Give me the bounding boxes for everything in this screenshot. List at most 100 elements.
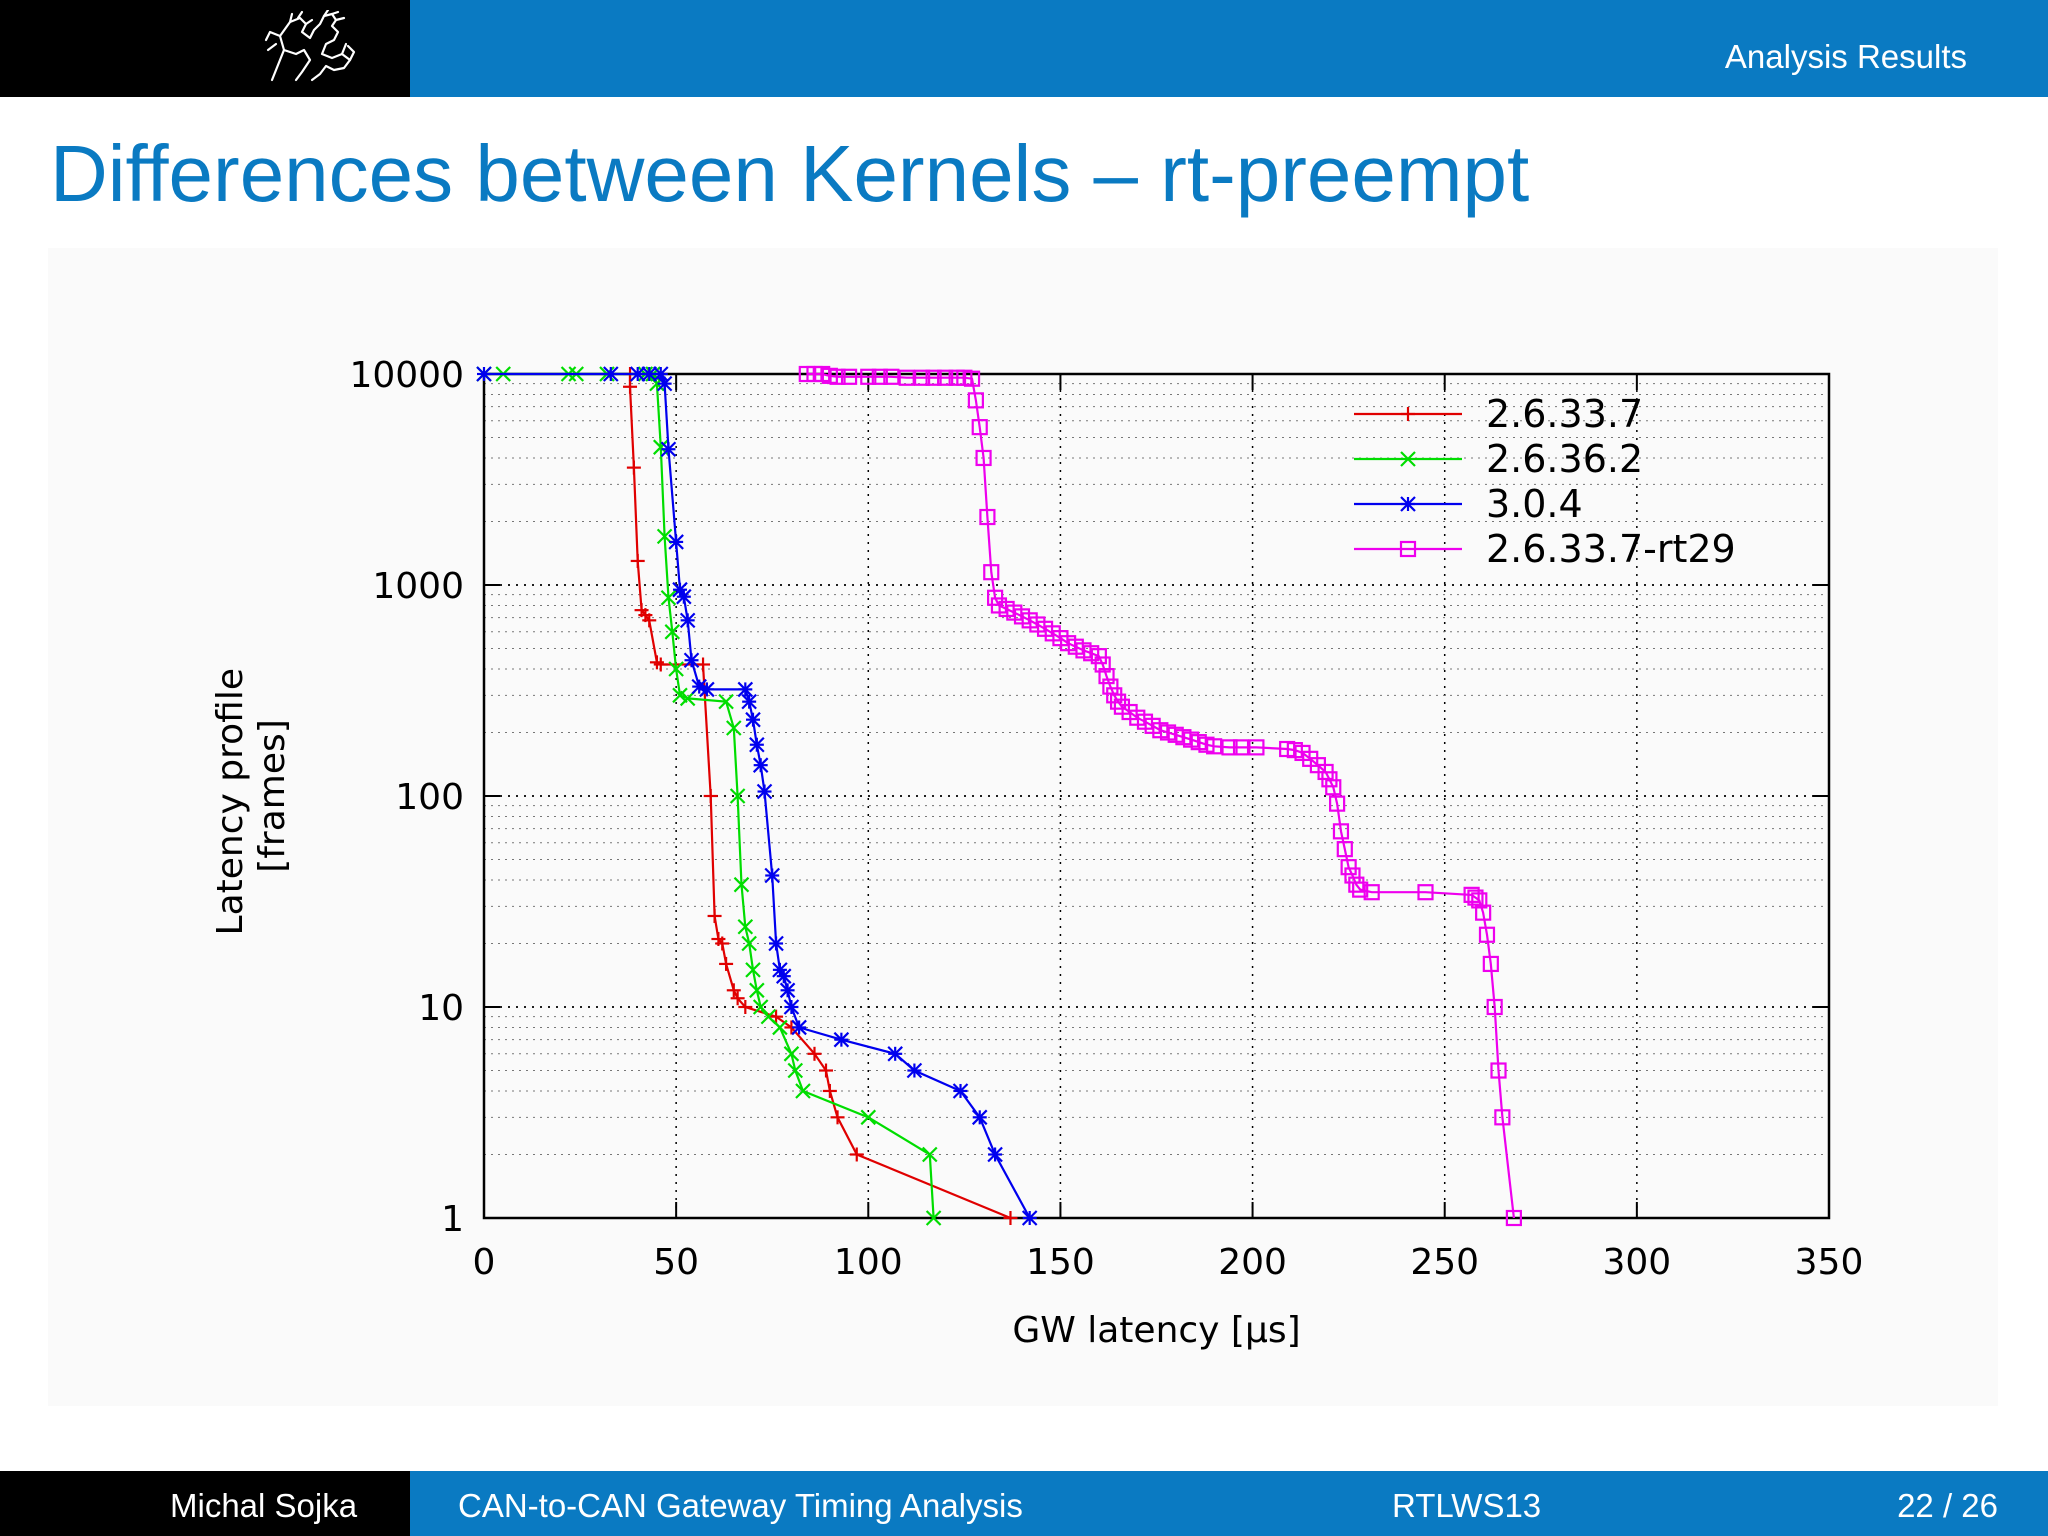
legend-label: 2.6.33.7 bbox=[1486, 392, 1643, 436]
series-1 bbox=[623, 367, 1018, 1225]
legend-marker bbox=[1399, 540, 1417, 558]
data-point bbox=[726, 983, 741, 998]
data-point bbox=[745, 962, 761, 978]
data-point bbox=[1094, 656, 1111, 673]
legend-label: 2.6.33.7-rt29 bbox=[1486, 527, 1736, 571]
legend-marker bbox=[1401, 407, 1415, 421]
series-line bbox=[484, 372, 1031, 1219]
data-point bbox=[952, 1083, 969, 1099]
data-point bbox=[921, 1146, 938, 1163]
data-point bbox=[829, 368, 846, 385]
data-point bbox=[822, 1083, 837, 1098]
data-point bbox=[871, 368, 888, 385]
legend-marker bbox=[1400, 496, 1416, 512]
data-point bbox=[741, 935, 757, 952]
data-point bbox=[699, 681, 715, 698]
data-point bbox=[660, 589, 677, 606]
data-point bbox=[971, 1109, 988, 1126]
data-point bbox=[741, 693, 757, 710]
x-tick-label: 200 bbox=[1218, 1242, 1287, 1283]
y-axis-label-line-1: Latency profile bbox=[210, 668, 251, 935]
data-point bbox=[1478, 926, 1496, 943]
data-point bbox=[1348, 876, 1365, 893]
data-point bbox=[1490, 1062, 1507, 1079]
y-axis-label-line-2: [frames] bbox=[252, 719, 293, 873]
data-point bbox=[729, 788, 746, 804]
data-point bbox=[1336, 841, 1353, 858]
x-tick-label: 250 bbox=[1410, 1242, 1479, 1283]
data-point bbox=[664, 624, 681, 640]
data-point bbox=[979, 508, 996, 526]
data-point bbox=[849, 1147, 864, 1162]
data-point bbox=[707, 908, 722, 923]
data-point bbox=[630, 553, 645, 568]
data-point bbox=[1486, 998, 1503, 1016]
data-point bbox=[752, 757, 769, 773]
data-point bbox=[1471, 892, 1488, 909]
data-point bbox=[656, 375, 673, 392]
data-point bbox=[756, 783, 773, 800]
footer-page-number: 22 / 26 bbox=[1897, 1487, 1998, 1524]
data-point bbox=[726, 720, 742, 736]
data-point bbox=[772, 1019, 788, 1036]
data-point bbox=[1482, 955, 1499, 973]
data-point bbox=[676, 588, 692, 605]
data-point bbox=[660, 441, 677, 458]
data-point bbox=[683, 652, 700, 669]
y-tick-label: 1000 bbox=[372, 566, 464, 607]
data-point bbox=[641, 366, 658, 382]
data-point bbox=[787, 1062, 804, 1079]
data-point bbox=[775, 968, 792, 984]
data-point bbox=[1329, 795, 1346, 812]
data-point bbox=[1494, 1109, 1511, 1126]
legend-label: 3.0.4 bbox=[1486, 482, 1583, 526]
footer-author: Michal Sojka bbox=[170, 1487, 358, 1524]
header-band bbox=[410, 0, 2048, 97]
data-point bbox=[833, 1031, 850, 1048]
data-point bbox=[1505, 1209, 1522, 1227]
data-point bbox=[1098, 668, 1115, 685]
axis-ticks: 0 50 100 150 200 250 300 350 1 10 100 1000 10000 bbox=[349, 355, 1863, 1283]
data-point bbox=[983, 564, 1000, 581]
data-point bbox=[476, 366, 492, 382]
data-point bbox=[1340, 859, 1357, 876]
slide-title: Differences between Kernels – rt-preempt bbox=[50, 129, 1530, 218]
data-point bbox=[737, 918, 754, 935]
data-point bbox=[603, 366, 619, 382]
data-point bbox=[703, 789, 718, 803]
data-point bbox=[975, 449, 992, 467]
x-tick-label: 50 bbox=[653, 1242, 699, 1283]
data-point bbox=[749, 982, 765, 999]
footer-bar: Michal Sojka CAN-to-CAN Gateway Timing A… bbox=[0, 1471, 2048, 1536]
data-point bbox=[807, 1046, 822, 1061]
footer-left-panel bbox=[0, 1471, 410, 1536]
legend: 2.6.33.72.6.36.23.0.42.6.33.7-rt29 bbox=[1354, 392, 1736, 571]
data-point bbox=[668, 534, 684, 550]
data-point bbox=[925, 1210, 942, 1226]
data-point bbox=[819, 1063, 834, 1078]
data-point bbox=[1232, 739, 1250, 756]
data-point bbox=[906, 1062, 923, 1079]
data-point bbox=[668, 661, 684, 677]
series-4 bbox=[798, 365, 1522, 1227]
data-point bbox=[679, 690, 696, 707]
data-point bbox=[642, 613, 657, 628]
data-point bbox=[860, 1109, 877, 1126]
data-point bbox=[730, 991, 745, 1006]
x-tick-label: 150 bbox=[1026, 1242, 1095, 1283]
x-axis-label: GW latency [µs] bbox=[1012, 1310, 1300, 1351]
data-point bbox=[1221, 739, 1238, 756]
data-point bbox=[987, 1146, 1003, 1163]
data-point bbox=[769, 1009, 784, 1024]
data-point bbox=[1003, 1211, 1018, 1225]
data-point bbox=[1206, 738, 1223, 755]
data-point bbox=[795, 1083, 811, 1099]
data-point bbox=[737, 681, 754, 698]
logo-panel bbox=[0, 0, 410, 97]
data-point bbox=[626, 460, 641, 475]
legend-entry-3: 3.0.4 bbox=[1354, 482, 1583, 526]
data-point bbox=[783, 1046, 800, 1062]
x-tick-label: 100 bbox=[834, 1242, 903, 1283]
data-point bbox=[764, 867, 780, 884]
data-point bbox=[623, 379, 638, 394]
